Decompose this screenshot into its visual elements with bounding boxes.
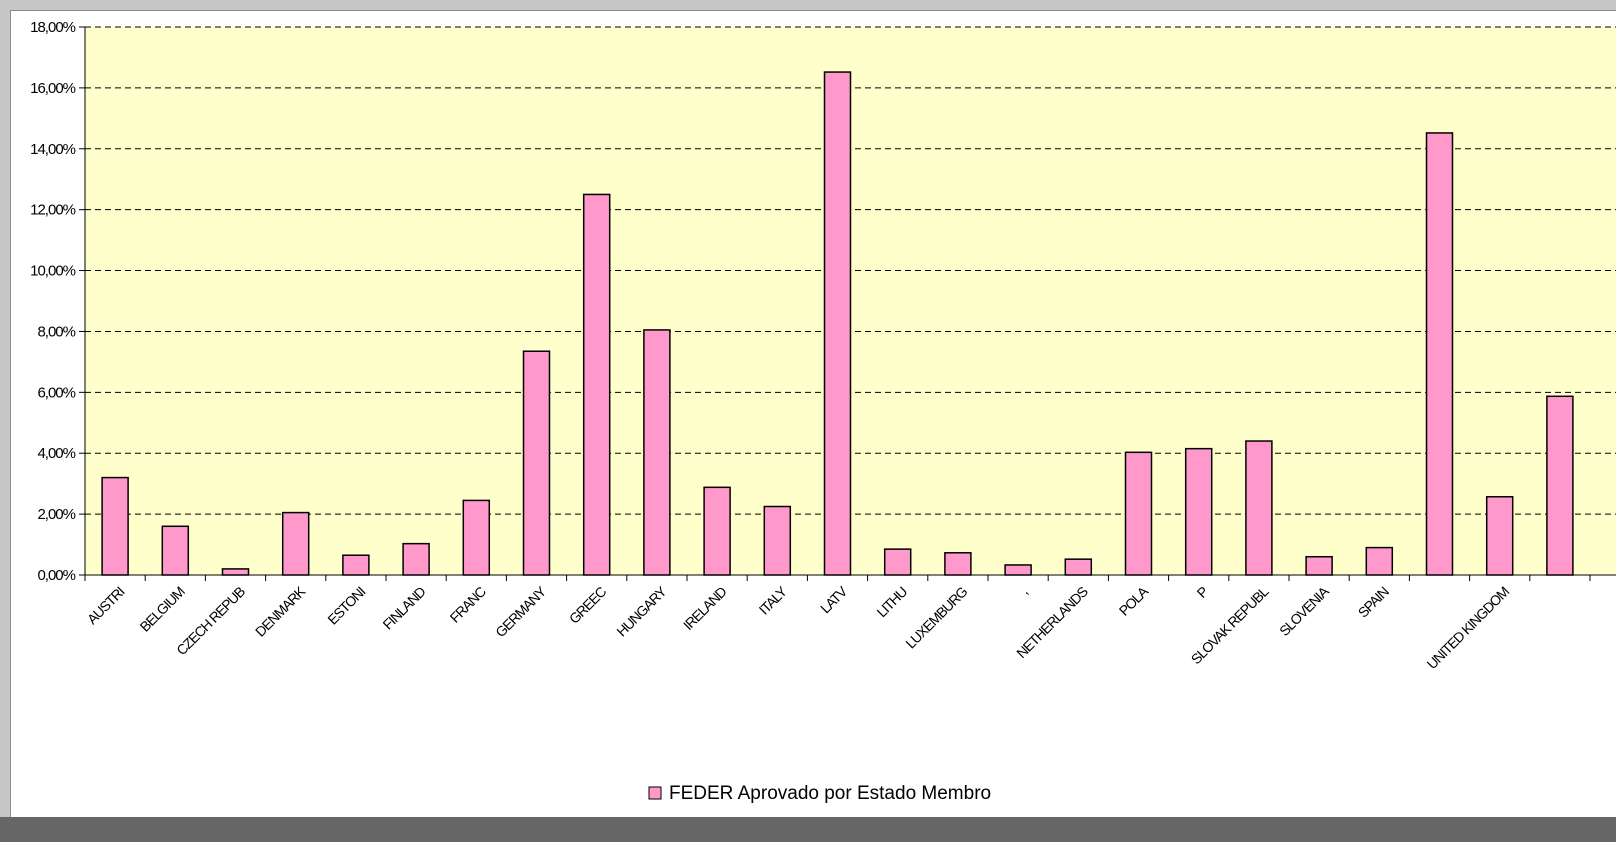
x-tick-label: POLA	[1116, 583, 1152, 619]
bar	[1485, 496, 1514, 576]
x-tick-label: AUSTRI	[84, 584, 127, 627]
bar	[1064, 558, 1093, 576]
x-tick-label: UNITED KINGDOM	[1424, 584, 1513, 673]
x-tick-label: P	[1194, 583, 1212, 601]
x-tick-label: HUNGARY	[613, 583, 670, 640]
y-tick-label: 12,00%	[30, 202, 76, 219]
legend-swatch	[648, 786, 662, 800]
bar	[883, 548, 912, 576]
bar	[582, 193, 611, 576]
x-tick-label: SLOVENIA	[1276, 583, 1332, 639]
bar	[161, 525, 190, 576]
bar	[402, 542, 430, 576]
y-tick-label: 6,00%	[37, 384, 75, 401]
x-tick-label: BELGIUM	[136, 584, 187, 635]
x-tick-label: ITALY	[756, 583, 791, 618]
x-tick-label: FRANC	[447, 583, 490, 626]
y-tick-label: 16,00%	[30, 80, 76, 97]
y-tick-label: 8,00%	[37, 323, 75, 340]
y-tick-label: 0,00%	[37, 567, 75, 584]
x-tick-label: LITHU	[873, 583, 910, 620]
y-tick-label: 2,00%	[37, 506, 75, 523]
bar	[462, 499, 491, 576]
x-tick-label: GREEC	[566, 583, 610, 627]
x-tick-label: SPAIN	[1355, 584, 1392, 621]
bar	[281, 511, 310, 576]
bar	[763, 505, 792, 576]
bar	[1305, 555, 1333, 576]
bar	[1184, 447, 1213, 576]
y-tick-label: 4,00%	[37, 445, 75, 462]
x-tick-label: GERMANY	[492, 583, 550, 641]
x-tick-label: ,	[1017, 584, 1030, 597]
bar	[1245, 440, 1273, 576]
bar	[944, 552, 972, 576]
x-tick-label: DENMARK	[252, 583, 309, 640]
y-tick-label: 10,00%	[30, 263, 76, 280]
y-tick-label: 14,00%	[30, 141, 76, 158]
bar	[1425, 132, 1454, 576]
legend: FEDER Aprovado por Estado Membro	[648, 783, 991, 804]
bar	[342, 554, 370, 576]
bar	[1365, 546, 1394, 576]
legend-label: FEDER Aprovado por Estado Membro	[669, 783, 991, 804]
bar	[823, 71, 852, 576]
bar	[1124, 451, 1153, 576]
y-tick-label: 18,00%	[30, 19, 76, 36]
bar	[1546, 395, 1574, 576]
bar	[522, 350, 551, 576]
x-tick-label: ESTONI	[324, 584, 368, 628]
bar	[703, 486, 731, 576]
y-axis: 0,00% 2,00% 4,00% 6,00% 8,00% 10,00% 12,00% 14,…	[30, 19, 86, 584]
chart-area: 0,00% 2,00% 4,00% 6,00% 8,00% 10,00% 12,00% 14,…	[10, 10, 1616, 818]
x-tick-label: LATV	[817, 583, 851, 617]
bar-chart: 0,00% 2,00% 4,00% 6,00% 8,00% 10,00% 12,00% 14,…	[30, 19, 1616, 804]
bottom-strip	[0, 817, 1616, 842]
bar	[643, 329, 671, 576]
bar	[101, 476, 129, 576]
x-tick-label: IRELAND	[680, 583, 730, 633]
x-tick-label: FINLAND	[379, 583, 428, 632]
bar	[1004, 564, 1032, 576]
bar	[221, 568, 250, 576]
x-tick-label: LUXEMBURG	[902, 584, 970, 652]
bars	[101, 71, 1574, 576]
